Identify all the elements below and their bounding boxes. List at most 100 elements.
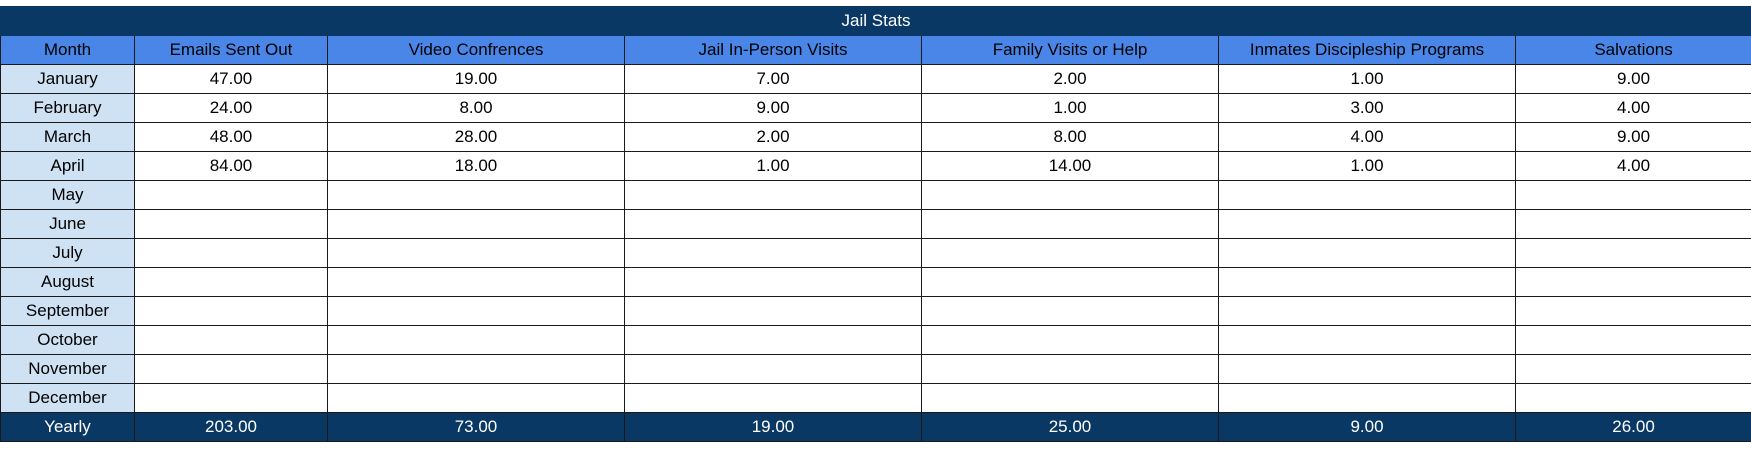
cell-emails[interactable] <box>134 180 328 210</box>
cell-video[interactable] <box>327 180 625 210</box>
cell-emails[interactable]: 47.00 <box>134 64 328 94</box>
table-title: Jail Stats <box>0 6 1751 36</box>
yearly-family[interactable]: 25.00 <box>921 412 1219 442</box>
cell-salvations[interactable] <box>1514 383 1751 413</box>
cell-in-person[interactable] <box>624 267 922 297</box>
column-header-video[interactable]: Video Confrences <box>327 35 625 65</box>
cell-emails[interactable] <box>134 267 328 297</box>
cell-in-person[interactable] <box>624 325 922 355</box>
cell-salvations[interactable] <box>1514 238 1751 268</box>
cell-discipleship[interactable] <box>1218 209 1516 239</box>
cell-salvations[interactable] <box>1514 180 1751 210</box>
cell-in-person[interactable]: 7.00 <box>624 64 922 94</box>
cell-video[interactable] <box>327 209 625 239</box>
cell-discipleship[interactable] <box>1218 325 1516 355</box>
cell-month[interactable]: June <box>0 209 135 239</box>
cell-emails[interactable] <box>134 238 328 268</box>
column-header-discipleship[interactable]: Inmates Discipleship Programs <box>1218 35 1516 65</box>
cell-family[interactable] <box>921 267 1219 297</box>
cell-discipleship[interactable] <box>1218 180 1516 210</box>
yearly-label[interactable]: Yearly <box>0 412 135 442</box>
cell-month[interactable]: December <box>0 383 135 413</box>
cell-emails[interactable] <box>134 383 328 413</box>
cell-video[interactable] <box>327 354 625 384</box>
yearly-salvations[interactable]: 26.00 <box>1514 412 1751 442</box>
cell-video[interactable] <box>327 267 625 297</box>
cell-discipleship[interactable]: 1.00 <box>1218 151 1516 181</box>
cell-discipleship[interactable] <box>1218 296 1516 326</box>
cell-emails[interactable] <box>134 354 328 384</box>
cell-video[interactable]: 19.00 <box>327 64 625 94</box>
cell-discipleship[interactable] <box>1218 238 1516 268</box>
cell-emails[interactable] <box>134 296 328 326</box>
column-header-in-person[interactable]: Jail In-Person Visits <box>624 35 922 65</box>
cell-emails[interactable]: 84.00 <box>134 151 328 181</box>
cell-video[interactable] <box>327 383 625 413</box>
cell-month[interactable]: March <box>0 122 135 152</box>
cell-month[interactable]: April <box>0 151 135 181</box>
cell-in-person[interactable] <box>624 238 922 268</box>
cell-in-person[interactable]: 2.00 <box>624 122 922 152</box>
column-header-family[interactable]: Family Visits or Help <box>921 35 1219 65</box>
cell-video[interactable]: 18.00 <box>327 151 625 181</box>
column-header-emails[interactable]: Emails Sent Out <box>134 35 328 65</box>
jail-stats-table: Jail Stats Month Emails Sent Out Video C… <box>0 6 1751 442</box>
cell-salvations[interactable] <box>1514 325 1751 355</box>
cell-family[interactable]: 8.00 <box>921 122 1219 152</box>
cell-emails[interactable]: 48.00 <box>134 122 328 152</box>
cell-salvations[interactable] <box>1514 296 1751 326</box>
cell-video[interactable] <box>327 325 625 355</box>
yearly-discipleship[interactable]: 9.00 <box>1218 412 1516 442</box>
cell-family[interactable] <box>921 383 1219 413</box>
cell-salvations[interactable] <box>1514 267 1751 297</box>
cell-month[interactable]: September <box>0 296 135 326</box>
cell-video[interactable] <box>327 296 625 326</box>
yearly-in-person[interactable]: 19.00 <box>624 412 922 442</box>
cell-discipleship[interactable]: 1.00 <box>1218 64 1516 94</box>
cell-discipleship[interactable] <box>1218 267 1516 297</box>
cell-in-person[interactable] <box>624 354 922 384</box>
cell-month[interactable]: January <box>0 64 135 94</box>
cell-video[interactable] <box>327 238 625 268</box>
cell-family[interactable] <box>921 296 1219 326</box>
cell-family[interactable]: 2.00 <box>921 64 1219 94</box>
cell-month[interactable]: November <box>0 354 135 384</box>
cell-in-person[interactable] <box>624 180 922 210</box>
column-header-month[interactable]: Month <box>0 35 135 65</box>
cell-in-person[interactable] <box>624 296 922 326</box>
cell-family[interactable]: 1.00 <box>921 93 1219 123</box>
yearly-emails[interactable]: 203.00 <box>134 412 328 442</box>
cell-month[interactable]: July <box>0 238 135 268</box>
cell-salvations[interactable]: 9.00 <box>1514 122 1751 152</box>
cell-discipleship[interactable] <box>1218 354 1516 384</box>
cell-family[interactable] <box>921 180 1219 210</box>
cell-discipleship[interactable]: 3.00 <box>1218 93 1516 123</box>
cell-video[interactable]: 28.00 <box>327 122 625 152</box>
cell-in-person[interactable]: 9.00 <box>624 93 922 123</box>
cell-in-person[interactable]: 1.00 <box>624 151 922 181</box>
cell-family[interactable]: 14.00 <box>921 151 1219 181</box>
cell-family[interactable] <box>921 238 1219 268</box>
cell-discipleship[interactable]: 4.00 <box>1218 122 1516 152</box>
cell-emails[interactable]: 24.00 <box>134 93 328 123</box>
cell-salvations[interactable]: 4.00 <box>1514 93 1751 123</box>
cell-salvations[interactable]: 4.00 <box>1514 151 1751 181</box>
cell-family[interactable] <box>921 209 1219 239</box>
cell-discipleship[interactable] <box>1218 383 1516 413</box>
column-header-salvations[interactable]: Salvations <box>1514 35 1751 65</box>
yearly-video[interactable]: 73.00 <box>327 412 625 442</box>
cell-family[interactable] <box>921 354 1219 384</box>
cell-in-person[interactable] <box>624 209 922 239</box>
cell-salvations[interactable] <box>1514 354 1751 384</box>
cell-video[interactable]: 8.00 <box>327 93 625 123</box>
cell-month[interactable]: October <box>0 325 135 355</box>
cell-emails[interactable] <box>134 325 328 355</box>
cell-month[interactable]: February <box>0 93 135 123</box>
cell-salvations[interactable]: 9.00 <box>1514 64 1751 94</box>
cell-in-person[interactable] <box>624 383 922 413</box>
cell-month[interactable]: May <box>0 180 135 210</box>
cell-emails[interactable] <box>134 209 328 239</box>
cell-family[interactable] <box>921 325 1219 355</box>
cell-salvations[interactable] <box>1514 209 1751 239</box>
cell-month[interactable]: August <box>0 267 135 297</box>
